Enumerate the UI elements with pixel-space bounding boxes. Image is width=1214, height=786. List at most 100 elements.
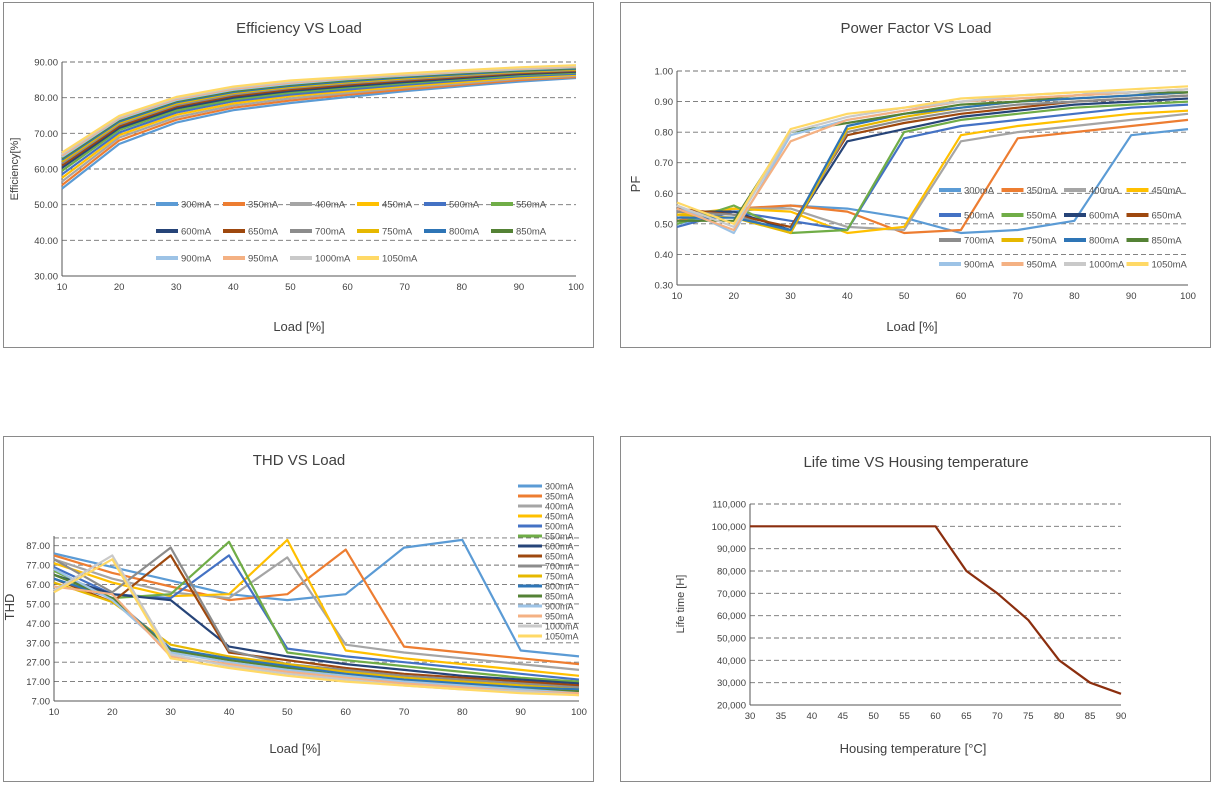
legend-label: 400mA bbox=[315, 200, 346, 211]
series-line-400mA bbox=[61, 74, 577, 183]
x-tick-label: 30 bbox=[165, 707, 176, 718]
legend-label: 300mA bbox=[964, 186, 995, 197]
legend-item: 400mA bbox=[1064, 186, 1120, 197]
legend-item: 850mA bbox=[518, 592, 574, 602]
legend-item: 700mA bbox=[290, 227, 346, 238]
series-line-500mA bbox=[676, 103, 1189, 232]
series-line-1050mA bbox=[61, 64, 577, 154]
legend-item: 600mA bbox=[518, 542, 574, 552]
legend-item: 1000mA bbox=[518, 622, 579, 632]
legend-item: 650mA bbox=[518, 552, 574, 562]
x-tick-label: 50 bbox=[282, 707, 293, 718]
y-tick-label: 40,000 bbox=[717, 656, 746, 667]
legend-item: 550mA bbox=[1001, 211, 1057, 222]
x-tick-label: 60 bbox=[340, 707, 351, 718]
series-line-400mA bbox=[53, 556, 580, 671]
legend-item: 300mA bbox=[156, 200, 212, 211]
pf-chart-svg: Power Factor VS Load Load [%] PF 0.30 0.40 0.… bbox=[628, 20, 1196, 334]
x-tick-label: 20 bbox=[114, 282, 125, 293]
x-tick-label: 30 bbox=[785, 291, 796, 302]
series-line-350mA bbox=[61, 75, 577, 186]
y-tick-label: 0.30 bbox=[655, 281, 674, 292]
legend-item: 800mA bbox=[1064, 236, 1120, 247]
x-tick-label: 50 bbox=[868, 711, 879, 722]
x-tick-label: 20 bbox=[728, 291, 739, 302]
x-tick-label: 40 bbox=[842, 291, 853, 302]
legend-label: 1050mA bbox=[545, 632, 579, 642]
legend-item: 500mA bbox=[939, 211, 995, 222]
legend-label: 600mA bbox=[545, 542, 574, 552]
x-tick-label: 70 bbox=[1012, 291, 1023, 302]
series-line-600mA bbox=[53, 573, 580, 685]
x-tick-label: 65 bbox=[961, 711, 972, 722]
thd-chart-svg: THD VS Load Load [%] THD 7.00 17.00 27.00 37.0… bbox=[4, 452, 587, 756]
legend-item: 600mA bbox=[1064, 211, 1120, 222]
legend-item: 600mA bbox=[156, 227, 212, 238]
legend-label: 950mA bbox=[545, 612, 574, 622]
x-tick-label: 80 bbox=[1054, 711, 1065, 722]
legend-label: 600mA bbox=[181, 227, 212, 238]
y-tick-label: 20,000 bbox=[717, 701, 746, 712]
x-tick-label: 55 bbox=[899, 711, 910, 722]
legend-label: 400mA bbox=[545, 502, 574, 512]
legend-label: 350mA bbox=[1027, 186, 1058, 197]
series-line-450mA bbox=[53, 538, 580, 677]
legend-item: 400mA bbox=[518, 502, 574, 512]
legend-label: 900mA bbox=[181, 254, 212, 265]
series-line-1000mA bbox=[676, 88, 1189, 228]
x-tick-label: 75 bbox=[1023, 711, 1034, 722]
legend-item: 450mA bbox=[357, 200, 413, 211]
y-axis-label: Life time [H] bbox=[675, 575, 687, 634]
y-tick-label: 67.00 bbox=[26, 580, 50, 591]
x-axis-label: Load [%] bbox=[273, 319, 324, 334]
y-tick-label: 30,000 bbox=[717, 678, 746, 689]
legend-item: 1050mA bbox=[357, 254, 418, 265]
legend-item: 750mA bbox=[1001, 236, 1057, 247]
legend-label: 300mA bbox=[545, 482, 574, 492]
series-line-300mA bbox=[53, 538, 580, 658]
legend-item: 950mA bbox=[1001, 260, 1057, 271]
legend-item: 400mA bbox=[290, 200, 346, 211]
eff-chart-svg: Efficiency VS Load Load [%] Efficiency[%] 3… bbox=[9, 20, 584, 334]
x-tick-label: 35 bbox=[776, 711, 787, 722]
legend-item: 850mA bbox=[491, 227, 547, 238]
y-tick-label: 60.00 bbox=[34, 165, 58, 176]
legend-item: 900mA bbox=[939, 260, 995, 271]
y-tick-label: 70,000 bbox=[717, 589, 746, 600]
y-tick-label: 50,000 bbox=[717, 634, 746, 645]
x-tick-label: 80 bbox=[456, 282, 467, 293]
series-line-1050mA bbox=[676, 85, 1189, 225]
y-tick-label: 80.00 bbox=[34, 93, 58, 104]
x-tick-label: 10 bbox=[57, 282, 68, 293]
x-tick-label: 90 bbox=[1116, 711, 1127, 722]
legend-label: 1000mA bbox=[545, 622, 579, 632]
series-line-800mA bbox=[677, 91, 1189, 232]
x-tick-label: 10 bbox=[672, 291, 683, 302]
legend-item: 300mA bbox=[518, 482, 574, 492]
x-tick-label: 85 bbox=[1085, 711, 1096, 722]
y-tick-label: 50.00 bbox=[34, 200, 58, 211]
y-tick-label: 100,000 bbox=[712, 522, 746, 533]
x-tick-label: 50 bbox=[285, 282, 296, 293]
series-line-450mA bbox=[61, 73, 577, 179]
life-chart-svg: Life time VS Housing temperature Housing … bbox=[675, 454, 1127, 756]
x-tick-label: 80 bbox=[457, 707, 468, 718]
legend-label: 750mA bbox=[382, 227, 413, 238]
legend-label: 600mA bbox=[1089, 211, 1120, 222]
thd-chart-panel: THD VS Load Load [%] THD 7.00 17.00 27.00 37.0… bbox=[3, 436, 594, 782]
legend-label: 650mA bbox=[1152, 211, 1183, 222]
x-tick-label: 60 bbox=[956, 291, 967, 302]
series-line-1050mA bbox=[53, 558, 580, 697]
legend-item: 300mA bbox=[939, 186, 995, 197]
chart-title: Life time VS Housing temperature bbox=[803, 454, 1028, 471]
chart-title: Power Factor VS Load bbox=[841, 20, 992, 37]
legend-label: 450mA bbox=[382, 200, 413, 211]
legend-item: 900mA bbox=[518, 602, 574, 612]
efficiency-chart-panel: Efficiency VS Load Load [%] Efficiency[%] 3… bbox=[3, 2, 594, 348]
y-tick-label: 7.00 bbox=[32, 697, 51, 708]
x-tick-label: 40 bbox=[807, 711, 818, 722]
series-line-550mA bbox=[676, 100, 1189, 235]
legend-label: 950mA bbox=[248, 254, 279, 265]
legend-label: 500mA bbox=[545, 522, 574, 532]
series-line-350mA bbox=[676, 118, 1189, 235]
